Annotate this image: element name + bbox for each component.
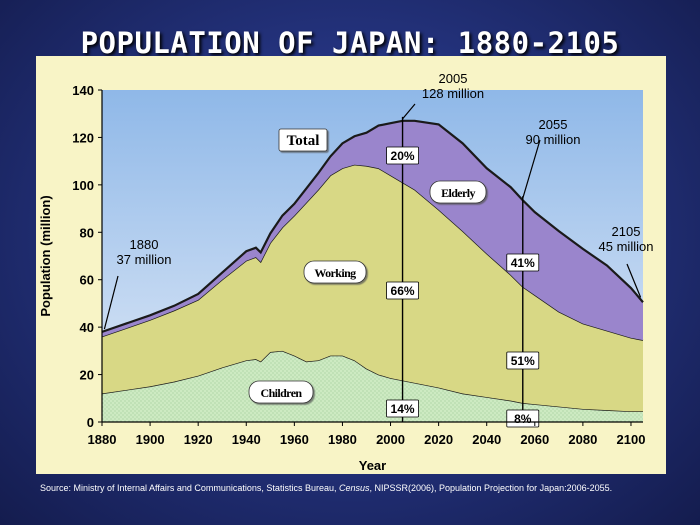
series-label-text-children: Children xyxy=(261,386,303,400)
population-chart: 20%66%14%41%51%8% 0204060801001201401880… xyxy=(38,71,654,473)
annotation-leader-2105 xyxy=(626,263,642,298)
area-working xyxy=(102,164,643,412)
annotation-year-2055: 2055 xyxy=(539,117,568,132)
y-tick-label: 40 xyxy=(80,320,94,335)
share-box-2005-elderly: 20% xyxy=(386,146,419,165)
y-tick-label: 120 xyxy=(72,130,94,145)
annotation-value-2055: 90 million xyxy=(526,132,581,147)
x-tick-label: 2040 xyxy=(472,432,501,447)
annotation-value-2005: 128 million xyxy=(422,86,484,101)
x-tick-label: 1940 xyxy=(232,432,261,447)
x-tick-label: 1920 xyxy=(184,432,213,447)
source-text-prefix: Source: Ministry of Internal Affairs and… xyxy=(40,483,339,493)
area-children xyxy=(102,350,643,422)
share-text-2055-elderly: 41% xyxy=(511,256,535,270)
area-series xyxy=(101,119,644,422)
annotation-leader-2005 xyxy=(402,103,416,120)
annotation-leader-2055 xyxy=(522,139,541,199)
area-elderly xyxy=(102,120,643,341)
x-tick-label: 1900 xyxy=(136,432,165,447)
x-tick-label: 2080 xyxy=(568,432,597,447)
x-tick-label: 1960 xyxy=(280,432,309,447)
y-tick-label: 20 xyxy=(80,368,94,383)
x-tick-label: 2100 xyxy=(617,432,646,447)
share-text-2005-working: 66% xyxy=(391,284,415,298)
share-box-2055-children: 8% xyxy=(506,409,540,428)
annotation-year-1880: 1880 xyxy=(130,237,159,252)
annotation-value-1880: 37 million xyxy=(117,252,172,267)
source-text-suffix: , NIPSSR(2006), Population Projection fo… xyxy=(369,483,613,493)
x-axis-title: Year xyxy=(359,458,386,473)
series-label-text-elderly: Elderly xyxy=(441,186,475,200)
series-label-working: Working xyxy=(303,260,367,284)
share-box-2005-working: 66% xyxy=(386,281,419,300)
annotation-value-2105: 45 million xyxy=(599,239,654,254)
share-text-2005-children: 14% xyxy=(391,402,415,416)
source-text-italic: Census xyxy=(338,483,370,493)
share-box-2055-working: 51% xyxy=(506,351,540,370)
x-tick-label: 2000 xyxy=(376,432,405,447)
annotation-year-2005: 2005 xyxy=(439,71,468,86)
y-tick-label: 0 xyxy=(87,415,94,430)
x-tick-label: 1980 xyxy=(328,432,357,447)
share-text-2055-working: 51% xyxy=(511,354,535,368)
y-tick-label: 140 xyxy=(72,83,94,98)
series-label-children: Children xyxy=(248,380,314,404)
boundary-line-elderly xyxy=(101,119,644,333)
share-text-2005-elderly: 20% xyxy=(391,149,415,163)
chart-panel: 20% 66% 14% 41% 51% 8% 0 20 40 60 80 100 120 140 1880… xyxy=(36,56,666,474)
x-tick-label: 2020 xyxy=(424,432,453,447)
y-tick-label: 100 xyxy=(72,178,94,193)
share-box-2005-children: 14% xyxy=(386,399,419,418)
x-tick-label: 2060 xyxy=(520,432,549,447)
share-text-2055-children: 8% xyxy=(514,412,532,426)
x-tick-label: 1880 xyxy=(88,432,117,447)
y-tick-label: 80 xyxy=(80,225,94,240)
y-tick-label: 60 xyxy=(80,273,94,288)
slide-title: POPULATION OF JAPAN: 1880-2105 xyxy=(80,26,620,60)
series-label-total: Total xyxy=(278,128,328,152)
share-box-2055-elderly: 41% xyxy=(506,253,540,272)
y-axis-title: Population (million) xyxy=(38,195,53,316)
annotation-leader-1880 xyxy=(103,275,119,330)
series-label-elderly: Elderly xyxy=(429,180,487,204)
annotation-year-2105: 2105 xyxy=(612,224,641,239)
series-label-text-working: Working xyxy=(314,266,356,280)
series-label-text-total: Total xyxy=(287,133,320,149)
source-note: Source: Ministry of Internal Affairs and… xyxy=(40,482,670,494)
